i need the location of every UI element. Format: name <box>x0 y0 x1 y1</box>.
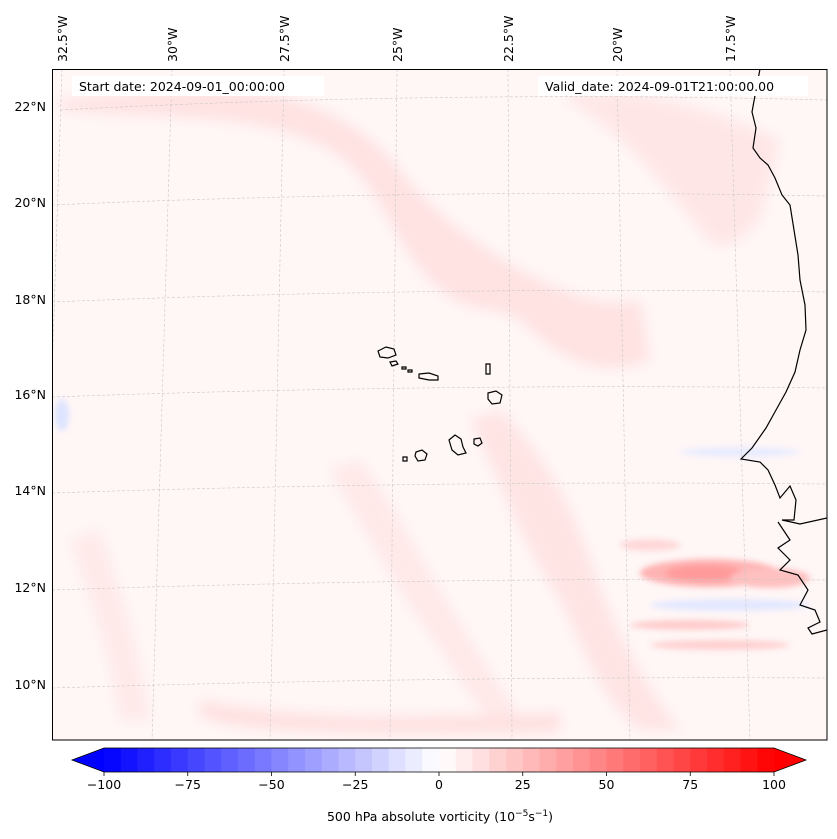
colorbar-bin <box>355 748 373 772</box>
colorbar-bin <box>338 748 356 772</box>
colorbar-bin <box>472 748 490 772</box>
sao-vicente-island <box>389 360 399 367</box>
map-frame <box>52 69 828 741</box>
lat-label: 16°N <box>14 387 46 402</box>
latitude-labels: 22°N 20°N 18°N 16°N 14°N 12°N 10°N <box>14 99 46 692</box>
colorbar-tick-label: −25 <box>342 777 368 792</box>
colorbar-bin <box>723 748 741 772</box>
colorbar-bin <box>589 748 607 772</box>
fogo-island <box>414 449 428 462</box>
lon-label: 20°W <box>610 27 625 62</box>
sao-nicolau-island <box>418 372 439 381</box>
valid-date-label: Valid_date: 2024-09-01T21:00:00.00 <box>545 79 774 94</box>
colorbar-tick-label: −100 <box>87 777 121 792</box>
colorbar-bin <box>439 748 457 772</box>
lon-label: 17.5°W <box>723 16 738 62</box>
colorbar-bin <box>707 748 725 772</box>
lat-label: 22°N <box>14 99 46 114</box>
lat-label: 18°N <box>14 292 46 307</box>
colorbar-tick-label: −75 <box>175 777 201 792</box>
colorbar-bin <box>104 748 122 772</box>
lon-label: 22.5°W <box>501 16 516 62</box>
colorbar-label: 500 hPa absolute vorticity (10−5s−1) <box>327 809 553 824</box>
colorbar-bin <box>204 748 222 772</box>
colorbar-bin <box>238 748 256 772</box>
colorbar-bin <box>154 748 172 772</box>
colorbar-high-extend <box>774 748 806 772</box>
colorbar-bin <box>422 748 440 772</box>
colorbar-bin <box>305 748 323 772</box>
lat-label: 12°N <box>14 580 46 595</box>
colorbar-bin <box>405 748 423 772</box>
colorbar-bin <box>221 748 239 772</box>
vorticity-field <box>55 89 810 735</box>
colorbar-tick-label: 0 <box>435 777 443 792</box>
colorbar-bin <box>623 748 641 772</box>
colorbar-bin <box>539 748 557 772</box>
lat-label: 20°N <box>14 195 46 210</box>
colorbar-bin <box>171 748 189 772</box>
colorbar: −100 −75 −50 −25 0 25 50 75 100 500 hPa absolute… <box>70 747 808 824</box>
colorbar-bin <box>321 748 339 772</box>
santa-luzia-island <box>401 366 407 370</box>
colorbar-bin <box>556 748 574 772</box>
lat-label: 10°N <box>14 677 46 692</box>
start-date-box <box>72 76 324 96</box>
colorbar-bin <box>120 748 138 772</box>
colorbar-ticks: −100 −75 −50 −25 0 25 50 75 100 <box>87 772 786 792</box>
colorbar-bin <box>656 748 674 772</box>
brava-island <box>402 456 408 462</box>
colorbar-bin <box>740 748 758 772</box>
colorbar-bin <box>254 748 272 772</box>
colorbar-bin <box>673 748 691 772</box>
colorbar-bin <box>372 748 390 772</box>
map-panel <box>52 69 827 740</box>
colorbar-bin <box>606 748 624 772</box>
colorbar-bin <box>288 748 306 772</box>
colorbar-bin <box>757 748 775 772</box>
colorbar-bins <box>104 748 775 772</box>
santiago-island <box>448 434 467 456</box>
west-africa-coastline <box>739 69 827 635</box>
boa-vista-island <box>487 390 503 405</box>
colorbar-bin <box>388 748 406 772</box>
lat-label: 14°N <box>14 483 46 498</box>
colorbar-bin <box>522 748 540 772</box>
colorbar-tick-label: 50 <box>599 777 615 792</box>
start-date-label: Start date: 2024-09-01_00:00:00 <box>79 79 285 94</box>
longitude-labels: 32.5°W 30°W 27.5°W 25°W 22.5°W 20°W 17.5… <box>55 16 738 62</box>
lon-label: 30°W <box>165 27 180 62</box>
colorbar-tick-label: 25 <box>515 777 531 792</box>
sal-island <box>485 363 491 375</box>
islet-outline <box>407 369 413 373</box>
colorbar-low-extend <box>72 748 104 772</box>
colorbar-bin <box>690 748 708 772</box>
colorbar-bin <box>573 748 591 772</box>
colorbar-tick-label: 75 <box>682 777 698 792</box>
lon-label: 27.5°W <box>277 16 292 62</box>
graticule <box>52 69 827 740</box>
valid-date-box <box>538 76 808 96</box>
colorbar-bin <box>271 748 289 772</box>
colorbar-bin <box>640 748 658 772</box>
cape-verde-islands <box>377 346 503 462</box>
colorbar-bin <box>137 748 155 772</box>
colorbar-tick-label: 100 <box>762 777 786 792</box>
santo-antao-island <box>377 346 397 359</box>
maio-island <box>473 437 483 447</box>
colorbar-tick-label: −50 <box>258 777 284 792</box>
colorbar-bin <box>489 748 507 772</box>
colorbar-bin <box>187 748 205 772</box>
lon-label: 25°W <box>390 27 405 62</box>
colorbar-bin <box>455 748 473 772</box>
colorbar-bin <box>506 748 524 772</box>
lon-label: 32.5°W <box>55 16 70 62</box>
